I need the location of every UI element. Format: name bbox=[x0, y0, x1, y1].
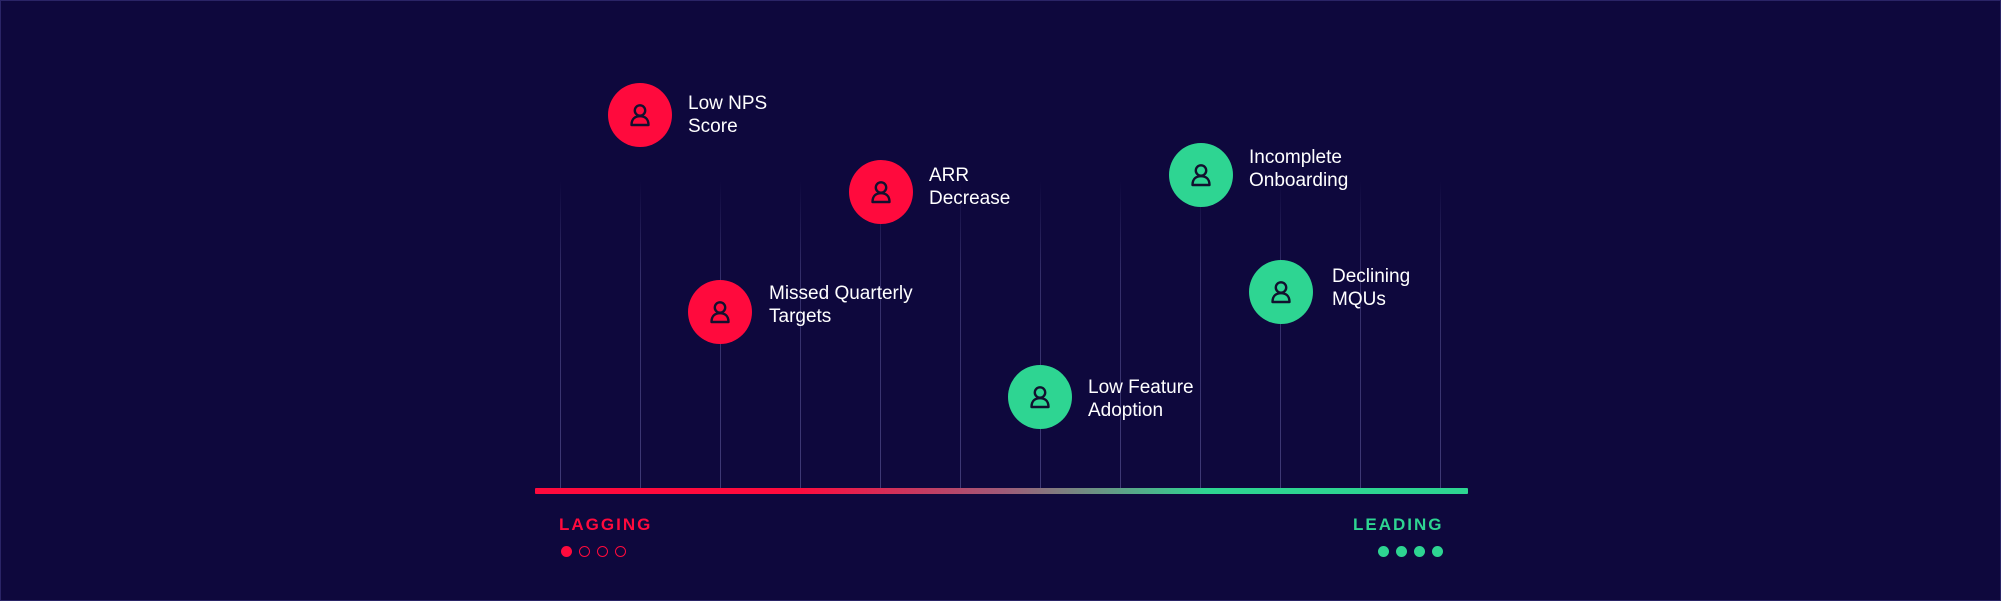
missed-quarterly-targets-marker bbox=[688, 280, 752, 344]
gridline bbox=[560, 181, 561, 489]
incomplete-onboarding-label: Incomplete Onboarding bbox=[1249, 146, 1348, 192]
gridline bbox=[800, 181, 801, 489]
lagging-label: LAGGING bbox=[559, 515, 653, 534]
indicator-label-line: Targets bbox=[769, 306, 832, 327]
incomplete-onboarding-marker bbox=[1169, 143, 1233, 207]
indicator-label-line: Score bbox=[688, 116, 738, 137]
filled-dot bbox=[1414, 546, 1425, 557]
missed-quarterly-targets-label: Missed Quarterly Targets bbox=[769, 282, 913, 328]
filled-dot bbox=[1396, 546, 1407, 557]
gridline bbox=[1040, 181, 1041, 489]
gridline bbox=[880, 181, 881, 489]
low-nps-score-marker bbox=[608, 83, 672, 147]
gridline bbox=[1280, 181, 1281, 489]
low-feature-adoption-label: Low Feature Adoption bbox=[1088, 376, 1194, 422]
indicator-label-line: MQUs bbox=[1332, 289, 1386, 310]
indicator-label-line: Declining bbox=[1332, 266, 1411, 287]
gridline bbox=[1120, 181, 1121, 489]
filled-dot bbox=[1378, 546, 1389, 557]
leading-dots bbox=[1378, 546, 1443, 557]
user-icon bbox=[1030, 386, 1050, 409]
empty-dot bbox=[615, 546, 626, 557]
indicator-label-line: Decrease bbox=[929, 188, 1011, 209]
leading-label: LEADING bbox=[1353, 515, 1444, 534]
declining-mqus-label: Declining MQUs bbox=[1332, 265, 1410, 311]
indicator-label-line: ARR bbox=[929, 165, 970, 186]
empty-dot bbox=[579, 546, 590, 557]
indicator-label-line: Onboarding bbox=[1249, 170, 1349, 191]
low-feature-adoption-marker bbox=[1008, 365, 1072, 429]
indicator-label-line: Low Feature bbox=[1088, 377, 1194, 398]
lagging-leading-scale-bar bbox=[535, 488, 1468, 494]
gridline bbox=[1360, 181, 1361, 489]
arr-decrease-marker bbox=[849, 160, 913, 224]
user-icon bbox=[1271, 281, 1291, 304]
lagging-dots bbox=[561, 546, 626, 557]
gridline bbox=[1440, 181, 1441, 489]
gridline bbox=[640, 181, 641, 489]
gridline bbox=[960, 181, 961, 489]
user-icon bbox=[630, 104, 650, 127]
indicator-label-line: Adoption bbox=[1088, 400, 1164, 421]
gridline bbox=[1200, 181, 1201, 489]
user-icon bbox=[1191, 164, 1211, 187]
arr-decrease-label: ARR Decrease bbox=[929, 164, 1010, 210]
user-icon bbox=[871, 181, 891, 204]
empty-dot bbox=[597, 546, 608, 557]
user-icon bbox=[710, 301, 730, 324]
indicator-label-line: Low NPS bbox=[688, 93, 768, 114]
indicator-label-line: Missed Quarterly bbox=[769, 283, 913, 304]
filled-dot bbox=[1432, 546, 1443, 557]
low-nps-score-label: Low NPS Score bbox=[688, 92, 767, 138]
indicator-label-line: Incomplete bbox=[1249, 147, 1342, 168]
declining-mqus-marker bbox=[1249, 260, 1313, 324]
filled-dot bbox=[561, 546, 572, 557]
